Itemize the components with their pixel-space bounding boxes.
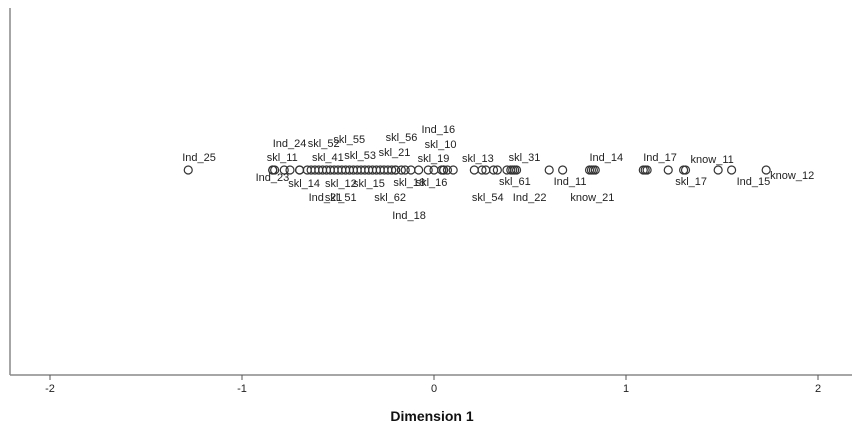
data-point (678, 165, 689, 175)
data-point (383, 165, 393, 175)
data-point (295, 165, 305, 175)
data-point (469, 165, 479, 175)
point-label: skl_19 (418, 153, 450, 165)
data-point (183, 165, 193, 175)
x-tick-label: 1 (623, 383, 629, 395)
point-label: Ind_25 (182, 152, 216, 164)
point-label: Ind_17 (643, 152, 677, 164)
point-label: skl_54 (472, 192, 504, 204)
plot-frame (9, 8, 852, 376)
data-point (663, 165, 673, 175)
point-label: know_21 (570, 192, 614, 204)
data-point (590, 165, 600, 175)
data-point (442, 165, 453, 175)
point-label: know_11 (691, 154, 734, 166)
point-label: skl_18 (393, 177, 425, 189)
data-point (502, 165, 512, 175)
point-label: skl_17 (675, 176, 707, 188)
point-label: skl_31 (509, 152, 541, 164)
data-point (387, 165, 397, 175)
point-label: know_12 (770, 170, 814, 182)
point-label: skl_14 (288, 178, 320, 190)
point-label: skl_10 (425, 139, 457, 151)
x-tick-label: 0 (431, 383, 437, 395)
data-markers (183, 165, 771, 175)
x-tick-label: -2 (45, 383, 55, 395)
data-point (761, 165, 771, 175)
point-label: Ind_18 (392, 210, 426, 222)
point-label: skl_55 (333, 134, 365, 146)
data-point (270, 165, 280, 175)
x-tick-label: -1 (237, 383, 247, 395)
data-point (396, 165, 406, 175)
data-point (584, 165, 595, 175)
point-labels: Ind_25Ind_24skl_11Ind_23skl_14Ind_21skl_… (182, 124, 814, 222)
data-point (544, 165, 554, 175)
x-tick-label: 2 (815, 383, 821, 395)
data-point (406, 165, 416, 175)
data-point (558, 165, 568, 175)
point-label: Ind_21 (309, 192, 343, 204)
point-label: Ind_15 (737, 176, 771, 188)
data-point (429, 165, 439, 175)
data-point (344, 165, 355, 175)
point-label: skl_61 (499, 176, 531, 188)
point-label: Ind_11 (554, 176, 587, 188)
data-point (341, 165, 351, 175)
data-point (285, 165, 295, 175)
point-label: skl_41 (312, 152, 344, 164)
point-label: Ind_16 (421, 124, 455, 136)
data-point (640, 165, 650, 175)
point-label: Ind_22 (513, 192, 547, 204)
data-point (423, 165, 433, 175)
data-point (713, 165, 723, 175)
point-label: skl_11 (267, 152, 298, 164)
data-point (306, 165, 316, 175)
data-point (439, 165, 449, 175)
data-point (448, 165, 458, 175)
data-point (680, 165, 691, 175)
data-point (638, 165, 648, 175)
data-point (302, 165, 312, 175)
data-point (367, 165, 378, 175)
point-label: Ind_23 (256, 172, 290, 184)
data-point (726, 165, 737, 175)
x-axis: -2 -1 0 1 2 (45, 375, 821, 395)
point-label: Ind_24 (273, 138, 307, 150)
x-axis-title: Dimension 1 (390, 408, 473, 424)
data-point (488, 165, 499, 175)
point-label: skl_13 (462, 153, 494, 165)
point-label: skl_52 (308, 138, 340, 150)
point-label: skl_56 (386, 132, 418, 144)
point-label: skl_62 (374, 192, 406, 204)
point-label: skl_15 (353, 178, 385, 190)
data-point (508, 165, 518, 175)
point-label: skl_21 (379, 147, 411, 159)
data-point (400, 165, 410, 175)
data-point (279, 165, 289, 175)
data-point (414, 165, 424, 175)
data-point (492, 165, 502, 175)
point-label: Ind_14 (589, 152, 623, 164)
point-label: skl_16 (416, 177, 448, 189)
point-label: skl_51 (325, 192, 357, 204)
data-point (329, 165, 339, 175)
data-point (437, 165, 447, 175)
data-point (642, 165, 652, 175)
data-point (511, 165, 522, 175)
data-point (325, 165, 335, 175)
point-label: skl_12 (325, 178, 357, 190)
point-label: skl_53 (344, 150, 376, 162)
